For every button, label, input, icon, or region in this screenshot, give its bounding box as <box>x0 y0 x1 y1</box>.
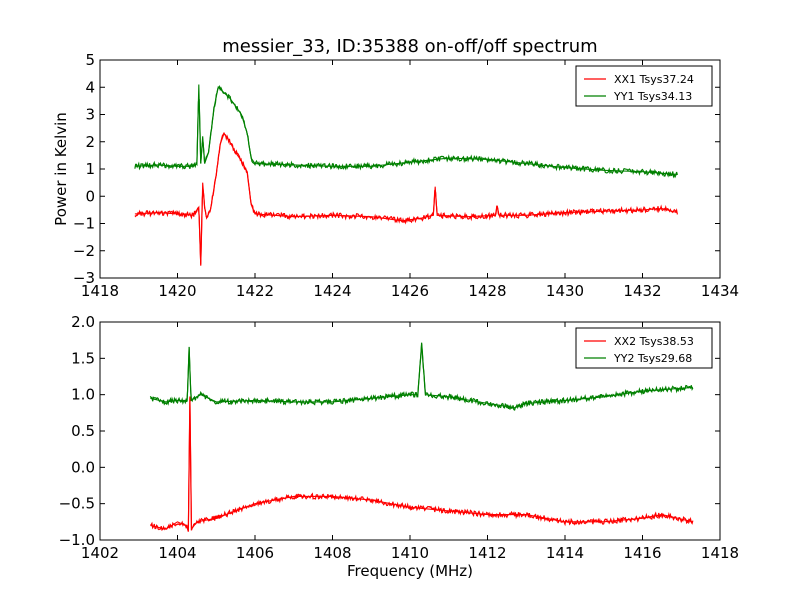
x-tick-label: 1406 <box>236 544 274 562</box>
y-tick-label: 4 <box>85 78 95 96</box>
x-tick-label: 1430 <box>546 282 584 300</box>
series-line-2 <box>149 342 694 411</box>
x-tick-label: 1414 <box>546 544 584 562</box>
y-tick-label: 0.5 <box>71 422 95 440</box>
y-tick-label: 0 <box>85 187 95 205</box>
y-tick-label: 1.0 <box>71 386 95 404</box>
x-tick-label: 1412 <box>468 544 506 562</box>
legend-box <box>575 65 713 107</box>
y-tick-label: 1 <box>85 160 95 178</box>
chart-title: messier_33, ID:35388 on-off/off spectrum <box>222 36 597 57</box>
series-peaks-1 <box>150 398 693 531</box>
y-tick-label: −1.0 <box>59 531 95 549</box>
x-tick-label: 1418 <box>81 282 119 300</box>
series-peaks-2 <box>150 343 693 409</box>
x-axis-label: Frequency (MHz) <box>347 562 473 580</box>
y-tick-label: −2 <box>73 242 95 260</box>
y-tick-label: 1.5 <box>71 349 95 367</box>
x-tick-label: 1404 <box>158 544 196 562</box>
series-line-1 <box>134 131 678 265</box>
y-tick-label: −1 <box>73 215 95 233</box>
legend-label: YY1 Tsys34.13 <box>613 90 692 103</box>
legend-label: XX2 Tsys38.53 <box>614 335 694 348</box>
x-tick-label: 1426 <box>391 282 429 300</box>
series-peaks-1 <box>134 132 678 266</box>
y-tick-label: 5 <box>85 51 95 69</box>
x-tick-label: 1408 <box>313 544 351 562</box>
x-tick-label: 1434 <box>701 282 739 300</box>
y-axis-label: Power in Kelvin <box>52 112 70 226</box>
legend-label: YY2 Tsys29.68 <box>613 352 692 365</box>
x-tick-label: 1424 <box>313 282 351 300</box>
x-tick-label: 1432 <box>623 282 661 300</box>
legend-box <box>575 327 713 369</box>
x-tick-label: 1410 <box>391 544 429 562</box>
y-tick-label: 2.0 <box>71 313 95 331</box>
y-tick-label: 0.0 <box>71 458 95 476</box>
series-line-1 <box>150 396 694 532</box>
legend: XX2 Tsys38.53 YY2 Tsys29.68 <box>575 327 713 369</box>
y-tick-label: −0.5 <box>59 495 95 513</box>
chart-panel-2: 1402 1404 1406 1408 1410 1412 1414 1416 1418 −1.0… <box>59 313 740 580</box>
legend-label: XX1 Tsys37.24 <box>614 73 694 86</box>
y-tick-label: 2 <box>85 133 95 151</box>
series-peaks-2 <box>134 84 678 175</box>
x-tick-label: 1418 <box>701 544 739 562</box>
x-tick-label: 1422 <box>236 282 274 300</box>
x-tick-label: 1402 <box>81 544 119 562</box>
x-tick-label: 1416 <box>623 544 661 562</box>
x-tick-label: 1420 <box>158 282 196 300</box>
y-tick-label: −3 <box>73 269 95 287</box>
y-tick-label: 3 <box>85 106 95 124</box>
chart-panel-1: 1418 1420 1422 1424 1426 1428 1430 1432 1434−3−2… <box>52 36 739 300</box>
x-tick-label: 1428 <box>468 282 506 300</box>
legend: XX1 Tsys37.24 YY1 Tsys34.13 <box>575 65 713 107</box>
